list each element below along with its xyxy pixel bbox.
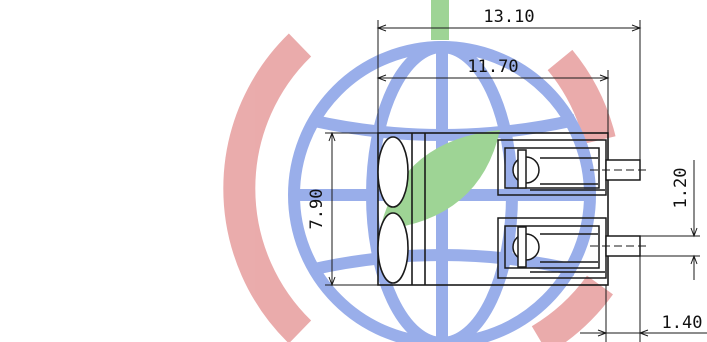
pin-top [605, 159, 641, 181]
release-lever-top [377, 136, 409, 208]
release-lever-bottom [377, 212, 409, 284]
terminal-clamps [497, 139, 607, 279]
dim-overall-length: 13.10 [483, 7, 534, 27]
watermark-red-ring [223, 33, 312, 342]
watermark-logo [223, 0, 616, 342]
dimension-lines [325, 20, 707, 342]
dim-pin-offset: 1.40 [662, 313, 703, 333]
dim-height: 7.90 [307, 189, 327, 230]
pins [605, 159, 641, 257]
pin-bottom [605, 235, 641, 257]
connector-body [377, 132, 609, 286]
dim-pin-pitch: 1.20 [671, 168, 691, 209]
dim-body-length: 11.70 [467, 57, 518, 77]
